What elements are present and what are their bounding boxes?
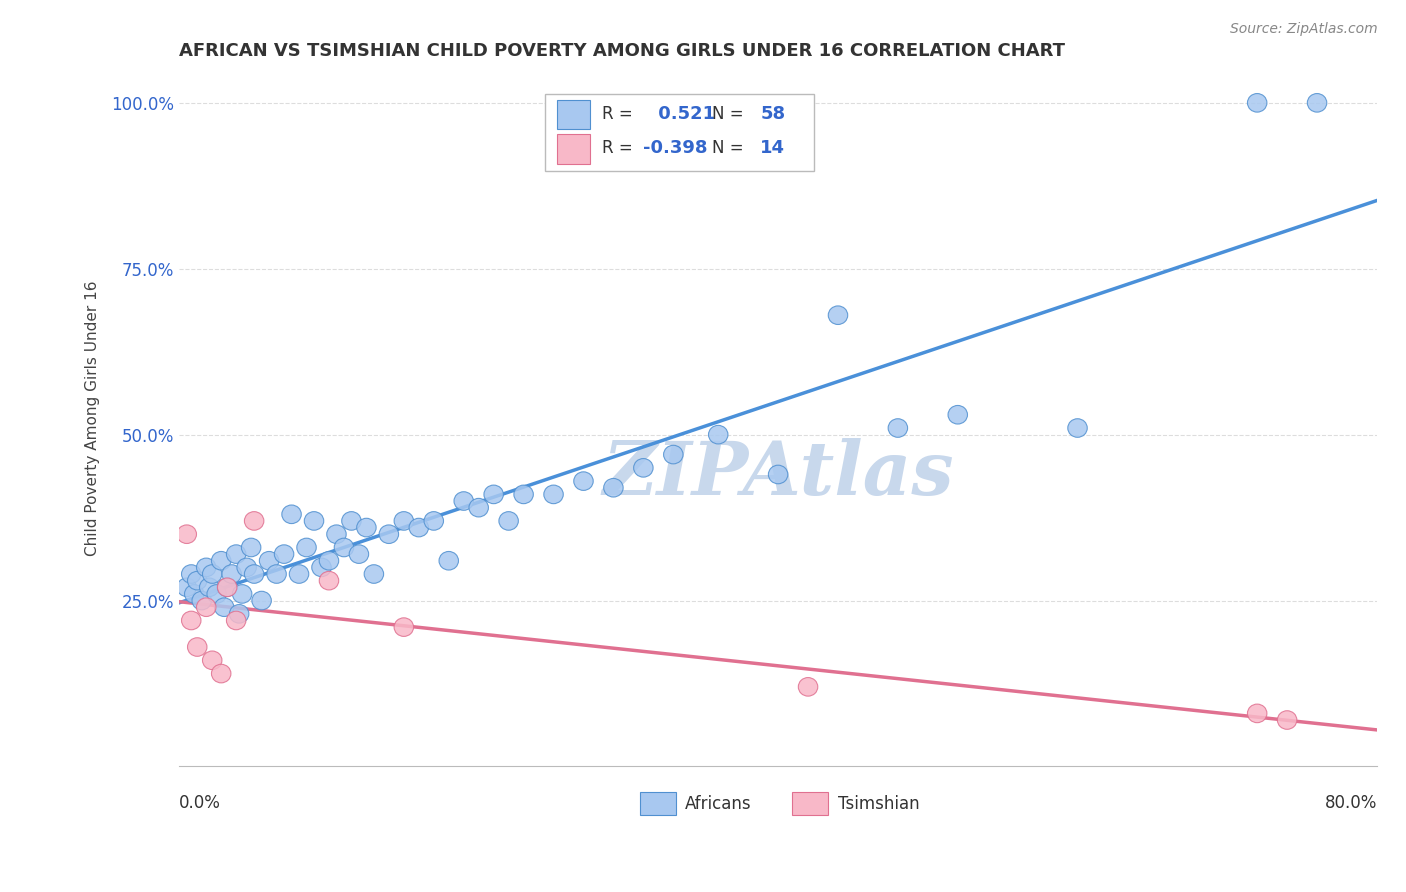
Ellipse shape bbox=[211, 551, 231, 570]
Ellipse shape bbox=[342, 512, 361, 530]
Ellipse shape bbox=[200, 578, 219, 597]
Text: 0.0%: 0.0% bbox=[180, 795, 221, 813]
Ellipse shape bbox=[202, 565, 222, 583]
Ellipse shape bbox=[181, 565, 201, 583]
Text: 14: 14 bbox=[761, 139, 785, 157]
Y-axis label: Child Poverty Among Girls Under 16: Child Poverty Among Girls Under 16 bbox=[86, 280, 100, 556]
Text: ZIPAtlas: ZIPAtlas bbox=[602, 438, 953, 510]
Text: N =: N = bbox=[713, 104, 749, 122]
Ellipse shape bbox=[211, 665, 231, 683]
Ellipse shape bbox=[281, 505, 301, 524]
Ellipse shape bbox=[409, 518, 429, 537]
Text: -0.398: -0.398 bbox=[643, 139, 707, 157]
Ellipse shape bbox=[768, 466, 787, 483]
Ellipse shape bbox=[187, 638, 207, 657]
Ellipse shape bbox=[218, 578, 236, 597]
Ellipse shape bbox=[349, 545, 368, 564]
Ellipse shape bbox=[364, 565, 384, 583]
Text: N =: N = bbox=[713, 139, 749, 157]
Ellipse shape bbox=[948, 406, 967, 424]
Ellipse shape bbox=[197, 598, 217, 616]
Ellipse shape bbox=[634, 458, 654, 477]
Ellipse shape bbox=[242, 538, 262, 557]
Ellipse shape bbox=[319, 572, 339, 590]
Ellipse shape bbox=[499, 512, 519, 530]
Ellipse shape bbox=[245, 565, 264, 583]
Text: R =: R = bbox=[602, 139, 638, 157]
Ellipse shape bbox=[394, 618, 413, 636]
Ellipse shape bbox=[245, 512, 264, 530]
Text: Source: ZipAtlas.com: Source: ZipAtlas.com bbox=[1230, 22, 1378, 37]
Ellipse shape bbox=[425, 512, 443, 530]
Ellipse shape bbox=[828, 306, 848, 325]
Text: Tsimshian: Tsimshian bbox=[838, 795, 920, 814]
Ellipse shape bbox=[229, 605, 249, 624]
FancyBboxPatch shape bbox=[557, 135, 591, 164]
Ellipse shape bbox=[226, 611, 246, 630]
Ellipse shape bbox=[574, 472, 593, 491]
Ellipse shape bbox=[1278, 711, 1296, 730]
Ellipse shape bbox=[319, 551, 339, 570]
Ellipse shape bbox=[304, 512, 323, 530]
Ellipse shape bbox=[297, 538, 316, 557]
Text: 58: 58 bbox=[761, 104, 786, 122]
Ellipse shape bbox=[664, 445, 683, 464]
Ellipse shape bbox=[259, 551, 278, 570]
Ellipse shape bbox=[544, 485, 564, 504]
Ellipse shape bbox=[226, 545, 246, 564]
Ellipse shape bbox=[252, 591, 271, 610]
Ellipse shape bbox=[215, 598, 233, 616]
Ellipse shape bbox=[335, 538, 354, 557]
FancyBboxPatch shape bbox=[640, 792, 676, 815]
Text: Africans: Africans bbox=[685, 795, 751, 814]
Ellipse shape bbox=[207, 584, 226, 603]
Ellipse shape bbox=[470, 499, 488, 517]
Ellipse shape bbox=[1067, 418, 1087, 437]
Ellipse shape bbox=[202, 651, 222, 670]
Ellipse shape bbox=[193, 591, 211, 610]
FancyBboxPatch shape bbox=[793, 792, 828, 815]
Ellipse shape bbox=[177, 578, 197, 597]
Ellipse shape bbox=[218, 578, 236, 597]
Ellipse shape bbox=[603, 478, 623, 497]
Ellipse shape bbox=[1247, 704, 1267, 723]
Ellipse shape bbox=[380, 524, 398, 543]
FancyBboxPatch shape bbox=[557, 100, 591, 128]
Text: AFRICAN VS TSIMSHIAN CHILD POVERTY AMONG GIRLS UNDER 16 CORRELATION CHART: AFRICAN VS TSIMSHIAN CHILD POVERTY AMONG… bbox=[180, 42, 1066, 60]
Ellipse shape bbox=[394, 512, 413, 530]
Ellipse shape bbox=[709, 425, 728, 444]
Ellipse shape bbox=[187, 572, 207, 590]
Text: 0.521: 0.521 bbox=[652, 104, 716, 122]
FancyBboxPatch shape bbox=[544, 94, 814, 170]
Ellipse shape bbox=[177, 524, 197, 543]
Ellipse shape bbox=[184, 584, 204, 603]
Ellipse shape bbox=[1308, 94, 1327, 112]
Ellipse shape bbox=[799, 678, 818, 696]
Ellipse shape bbox=[222, 565, 242, 583]
Ellipse shape bbox=[326, 524, 346, 543]
Ellipse shape bbox=[1247, 94, 1267, 112]
Ellipse shape bbox=[454, 491, 474, 510]
Ellipse shape bbox=[484, 485, 503, 504]
Ellipse shape bbox=[312, 558, 332, 576]
Ellipse shape bbox=[357, 518, 377, 537]
Ellipse shape bbox=[889, 418, 908, 437]
Text: 80.0%: 80.0% bbox=[1324, 795, 1376, 813]
Text: R =: R = bbox=[602, 104, 638, 122]
Ellipse shape bbox=[513, 485, 533, 504]
Ellipse shape bbox=[439, 551, 458, 570]
Ellipse shape bbox=[236, 558, 256, 576]
Ellipse shape bbox=[181, 611, 201, 630]
Ellipse shape bbox=[274, 545, 294, 564]
Ellipse shape bbox=[232, 584, 252, 603]
Ellipse shape bbox=[267, 565, 287, 583]
Ellipse shape bbox=[290, 565, 309, 583]
Ellipse shape bbox=[197, 558, 217, 576]
